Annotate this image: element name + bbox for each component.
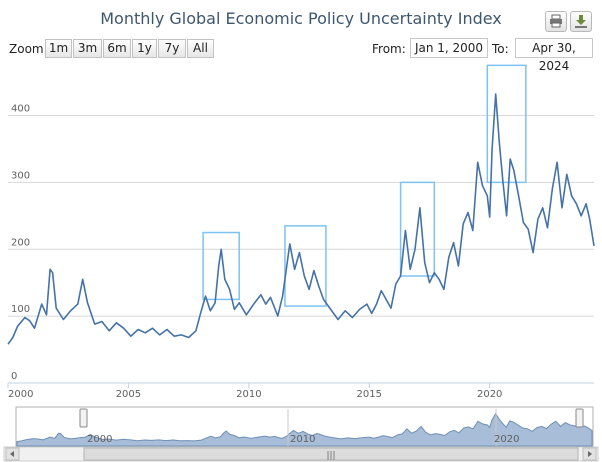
from-date-input[interactable]: Jan 1, 2000: [410, 38, 488, 58]
chevron-right-icon: [588, 451, 592, 457]
printer-icon: [550, 14, 562, 28]
y-tick-label-200: 200: [11, 237, 30, 248]
zoom-label: Zoom: [9, 42, 44, 56]
chart-title: Monthly Global Economic Policy Uncertain…: [100, 9, 502, 28]
scrollbar-thumb[interactable]: [83, 447, 579, 461]
navigator[interactable]: 2000 2010 2020: [15, 406, 594, 448]
download-icon: [575, 15, 587, 28]
x-tick-label-2015: 2015: [357, 389, 382, 400]
download-button[interactable]: [570, 11, 592, 32]
navigator-right-handle[interactable]: [575, 408, 584, 428]
zoom-6m-button[interactable]: 6m: [103, 39, 131, 58]
y-tick-label-100: 100: [11, 304, 30, 315]
y-tick-label-300: 300: [11, 170, 30, 181]
x-tick-label-2000: 2000: [8, 389, 33, 400]
x-tick-label-2010: 2010: [236, 389, 261, 400]
series-line-global-epu: [7, 93, 595, 345]
to-date-input[interactable]: Apr 30, 2024: [515, 38, 593, 73]
y-tick-label-0: 0: [11, 371, 17, 382]
navigator-scrollbar[interactable]: |||: [3, 446, 599, 462]
y-tick-label-400: 400: [11, 104, 30, 115]
highlight-box-4: [486, 64, 527, 184]
to-label: To:: [492, 42, 509, 56]
navigator-left-handle[interactable]: [79, 408, 88, 428]
chevron-left-icon: [10, 451, 14, 457]
highlight-box-3: [399, 181, 436, 277]
navigator-label-2000: 2000: [87, 434, 112, 445]
highlight-box-1: [202, 231, 240, 301]
zoom-all-button[interactable]: All: [187, 39, 214, 58]
from-label: From:: [372, 42, 406, 56]
x-tick-label-2005: 2005: [116, 389, 141, 400]
highlight-box-2: [284, 225, 327, 307]
navigator-label-2010: 2010: [290, 434, 315, 445]
x-tick-label-2020: 2020: [477, 389, 502, 400]
zoom-1m-button[interactable]: 1m: [45, 39, 72, 58]
zoom-3m-button[interactable]: 3m: [73, 39, 102, 58]
print-button[interactable]: [545, 11, 567, 32]
navigator-series-area: [16, 412, 593, 447]
zoom-1y-button[interactable]: 1y: [132, 39, 157, 58]
navigator-label-2020: 2020: [494, 434, 519, 445]
zoom-7y-button[interactable]: 7y: [158, 39, 186, 58]
scrollbar-grip-icon: |||: [326, 451, 335, 461]
